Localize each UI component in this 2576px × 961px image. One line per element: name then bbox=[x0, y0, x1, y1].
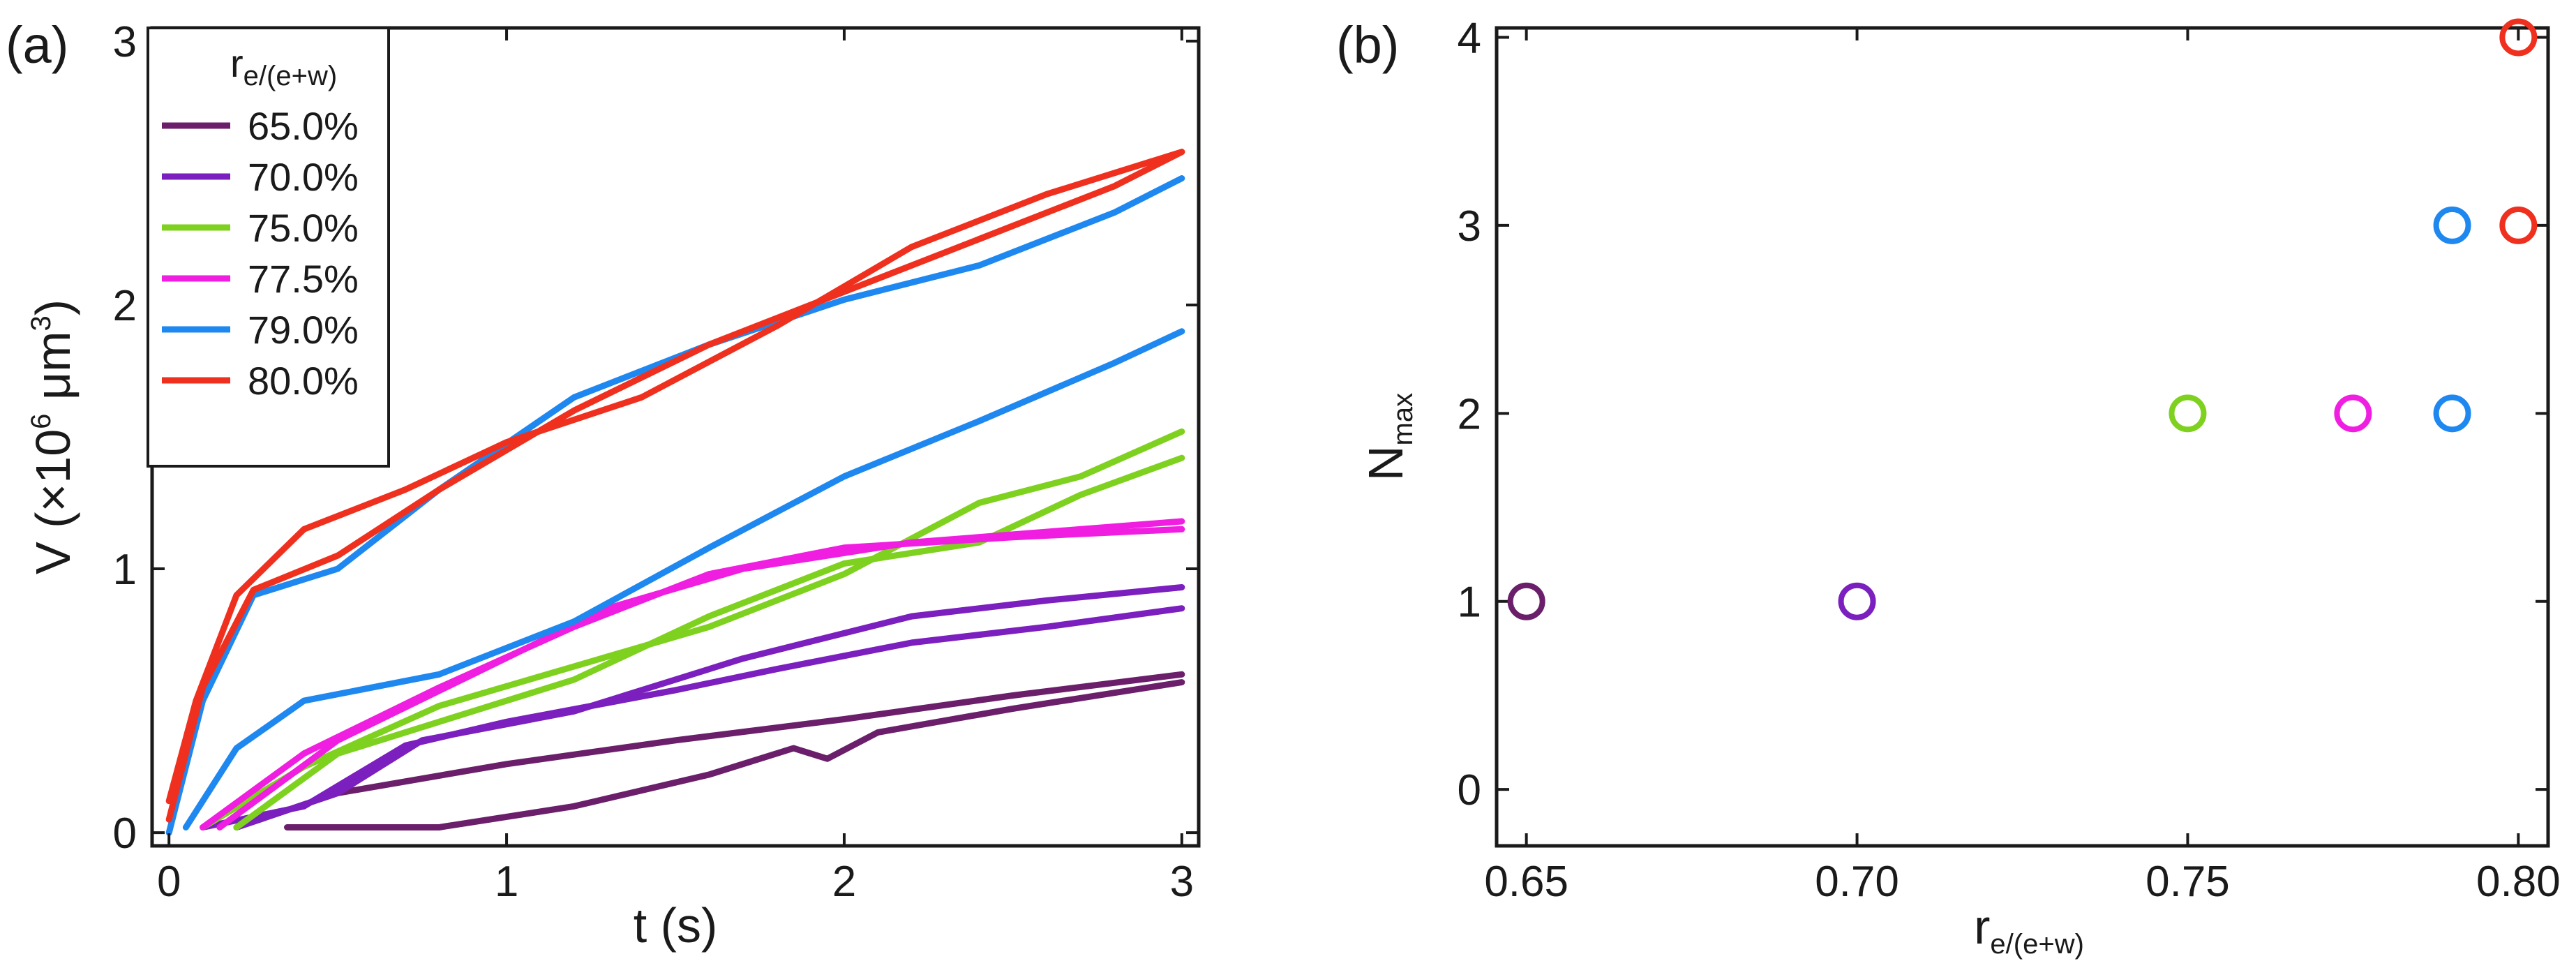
panel-b: 0.65 0.70 0.75 0.80 0 1 2 3 4 (b) re/(e+w) Nmax bbox=[1336, 14, 2561, 960]
panel-a-xlabel: t (s) bbox=[634, 898, 718, 953]
series-line-80-0pct-2 bbox=[165, 149, 1185, 805]
panel-a: 0 1 2 3 0 1 2 3 (a) t (s) V (×106 μm3) re/(e+w)… bbox=[6, 16, 1201, 953]
panel-a-ylabel: V (×106 μm3) bbox=[26, 299, 80, 574]
scatter-point bbox=[2499, 206, 2538, 244]
scatter-point bbox=[2169, 394, 2207, 433]
series-line-70-0pct-2 bbox=[233, 584, 1185, 830]
legend-entry-label: 65.0% bbox=[248, 104, 359, 148]
scatter-point bbox=[2334, 394, 2372, 433]
legend-entry-label: 79.0% bbox=[248, 308, 359, 352]
legend-box bbox=[147, 27, 390, 468]
series-line-70-0pct-1 bbox=[200, 605, 1185, 830]
x-tick-label: 0 bbox=[157, 858, 181, 906]
series-line-75-0pct-1 bbox=[200, 428, 1185, 830]
panel-b-xlabel: re/(e+w) bbox=[1974, 900, 2084, 960]
legend-entry-label: 77.5% bbox=[248, 257, 359, 301]
series-line-79-0pct-2 bbox=[165, 175, 1185, 836]
panel-b-ticks: 0.65 0.70 0.75 0.80 0 1 2 3 4 bbox=[1458, 14, 2561, 906]
x-tick-label: 2 bbox=[832, 858, 856, 906]
legend-entry-label: 70.0% bbox=[248, 155, 359, 199]
x-tick-label: 0.70 bbox=[1815, 858, 1899, 906]
y-tick-label: 4 bbox=[1458, 14, 1481, 62]
legend-entry-label: 75.0% bbox=[248, 206, 359, 250]
series-line-65-0pct-1 bbox=[284, 679, 1185, 830]
panel-a-series-lines bbox=[165, 149, 1185, 836]
scatter-point bbox=[1838, 582, 1876, 620]
series-line-79-0pct-1 bbox=[182, 328, 1185, 830]
scatter-point bbox=[1507, 582, 1545, 620]
legend-title: re/(e+w) bbox=[230, 41, 337, 91]
panel-b-label: (b) bbox=[1336, 16, 1399, 74]
x-tick-label: 1 bbox=[495, 858, 518, 906]
scatter-point bbox=[2433, 206, 2471, 244]
legend-items: 65.0% 70.0% 75.0% 77.5% 79.0% 80.0% bbox=[162, 104, 359, 403]
y-tick-label: 2 bbox=[1458, 390, 1481, 438]
panel-a-label: (a) bbox=[6, 16, 68, 74]
x-tick-label: 3 bbox=[1170, 858, 1194, 906]
x-tick-label: 0.65 bbox=[1484, 858, 1568, 906]
y-tick-label: 0 bbox=[113, 810, 137, 858]
scatter-point bbox=[2499, 18, 2538, 57]
legend-entry-label: 80.0% bbox=[248, 359, 359, 403]
panel-b-ylabel: Nmax bbox=[1358, 393, 1418, 481]
y-tick-label: 1 bbox=[113, 546, 137, 594]
panel-b-axes-frame bbox=[1495, 26, 2550, 848]
x-tick-label: 0.75 bbox=[2146, 858, 2230, 906]
series-line-80-0pct-1 bbox=[165, 149, 1185, 823]
scatter-point bbox=[2433, 394, 2471, 433]
series-line-77-5pct-2 bbox=[216, 518, 1185, 830]
series-line-65-0pct-2 bbox=[233, 671, 1185, 830]
y-tick-label: 3 bbox=[1458, 202, 1481, 251]
legend: re/(e+w) 65.0% 70.0% 75.0% 77.5% 79.0% 80.0% bbox=[147, 27, 390, 468]
y-tick-label: 3 bbox=[113, 18, 137, 66]
x-tick-label: 0.80 bbox=[2476, 858, 2561, 906]
y-tick-label: 1 bbox=[1458, 579, 1481, 627]
panel-a-ticks: 0 1 2 3 0 1 2 3 bbox=[113, 18, 1199, 906]
y-tick-label: 2 bbox=[113, 282, 137, 330]
panel-b-points bbox=[1507, 18, 2538, 620]
series-line-75-0pct-2 bbox=[233, 454, 1185, 830]
y-tick-label: 0 bbox=[1458, 766, 1481, 814]
